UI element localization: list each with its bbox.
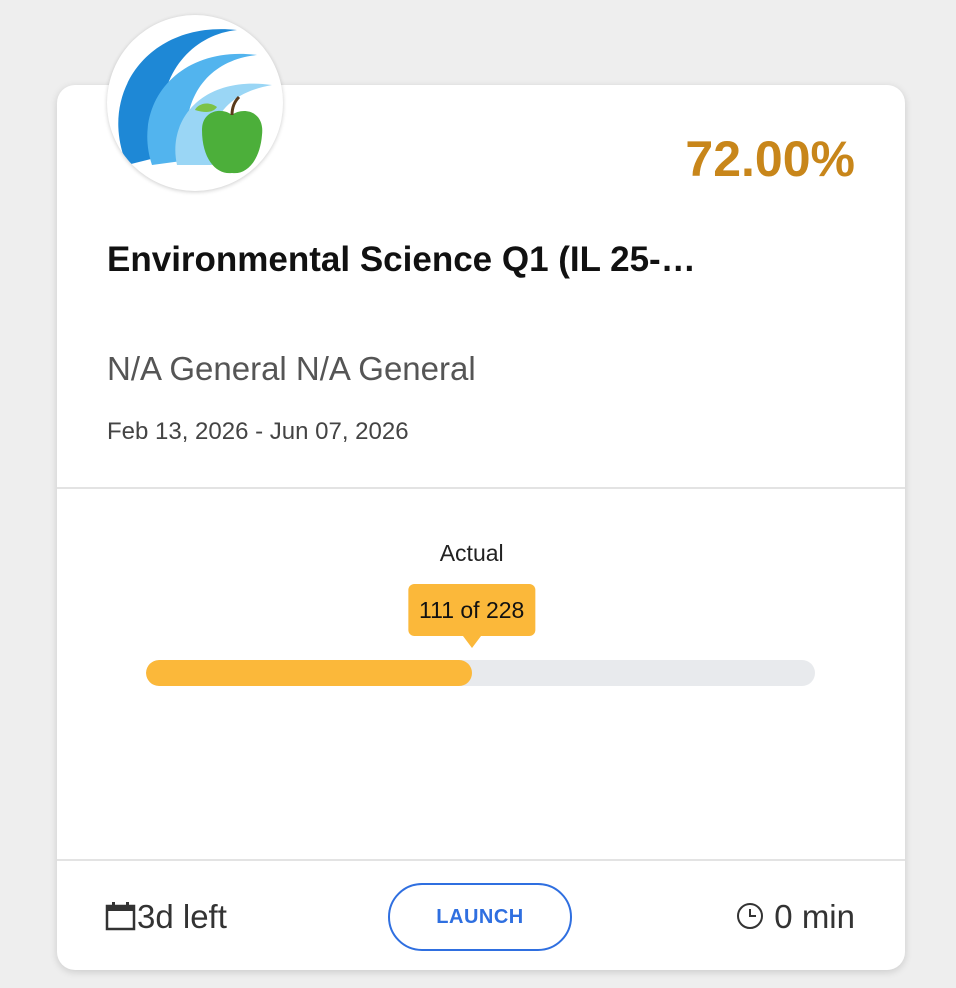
time-left: 3d left <box>105 898 227 936</box>
course-dates: Feb 13, 2026 - Jun 07, 2026 <box>107 418 409 446</box>
calendar-icon <box>105 901 137 931</box>
time-spent: 0 min <box>735 898 855 936</box>
course-card: 72.00% Environmental Science Q1 (IL 25-…… <box>57 85 905 970</box>
progress-tooltip: 111 of 228 <box>408 584 535 636</box>
tooltip-arrow <box>463 636 481 648</box>
time-left-text: 3d left <box>137 898 227 935</box>
launch-button[interactable]: LAUNCH <box>388 883 572 951</box>
progress-label: Actual <box>440 540 504 567</box>
clock-icon <box>735 901 765 931</box>
progress-fill <box>146 660 472 686</box>
course-logo <box>107 15 283 191</box>
progress-track <box>146 660 815 686</box>
course-title: Environmental Science Q1 (IL 25-… <box>107 240 696 280</box>
divider <box>57 859 905 861</box>
course-subtitle: N/A General N/A General <box>107 350 476 388</box>
divider <box>57 487 905 489</box>
logo-art <box>107 15 283 191</box>
page-body: 72.00% Environmental Science Q1 (IL 25-…… <box>0 0 956 988</box>
time-spent-text: 0 min <box>774 898 855 935</box>
page: Course card {"card": { "grade": "72.00%"… <box>0 0 956 988</box>
grade: 72.00% <box>685 130 855 188</box>
